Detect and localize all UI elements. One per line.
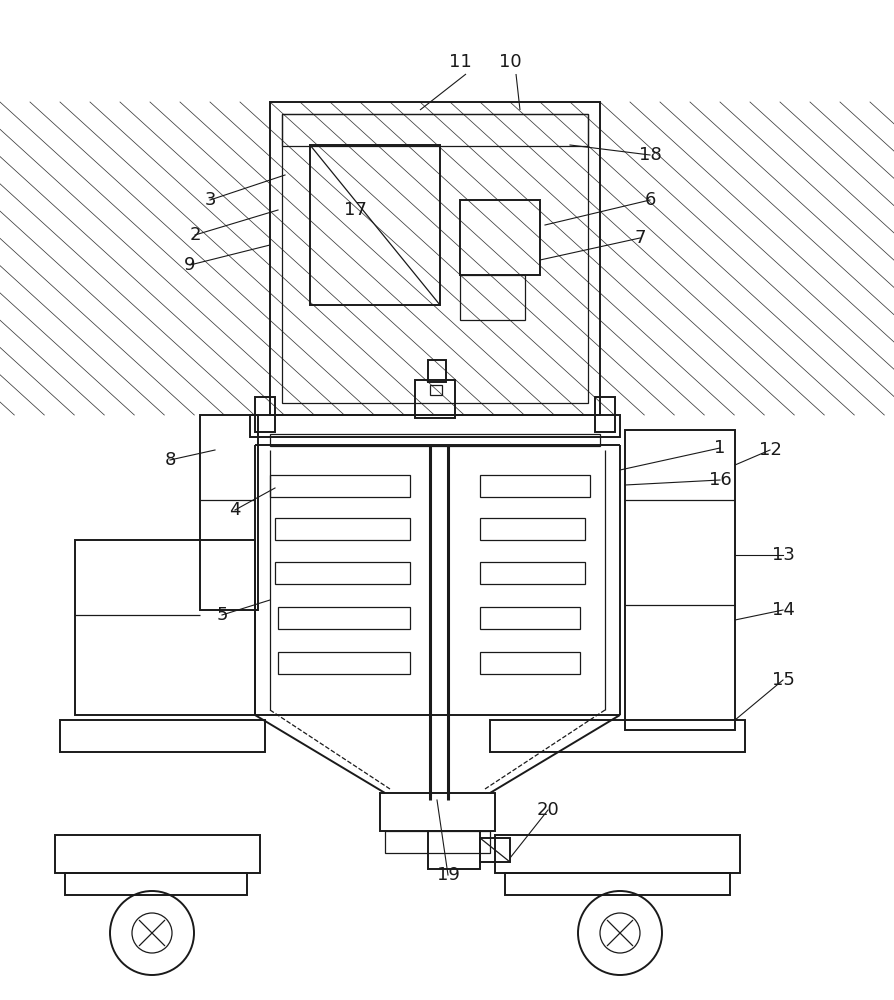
Text: 18: 18	[638, 146, 661, 164]
Text: 4: 4	[229, 501, 240, 519]
Text: 10: 10	[498, 53, 520, 71]
Text: 3: 3	[204, 191, 215, 209]
Bar	[282, 114, 587, 403]
Bar	[380, 793, 494, 831]
Bar	[479, 607, 579, 629]
Bar	[282, 114, 587, 146]
Bar	[595, 397, 614, 432]
Bar	[249, 415, 620, 437]
Bar	[479, 562, 585, 584]
Bar	[255, 397, 274, 432]
Bar	[460, 200, 539, 275]
Text: 17: 17	[343, 201, 366, 219]
Bar	[60, 720, 265, 752]
Bar	[384, 831, 489, 853]
Text: 13: 13	[771, 546, 794, 564]
Bar	[427, 831, 479, 869]
Text: 20: 20	[536, 801, 559, 819]
Bar	[278, 607, 409, 629]
Text: 15: 15	[771, 671, 794, 689]
Text: 1: 1	[713, 439, 725, 457]
Bar	[494, 835, 739, 873]
Bar	[309, 145, 440, 305]
Bar	[460, 275, 525, 320]
Bar	[427, 360, 445, 382]
Bar	[199, 415, 257, 610]
Bar	[278, 652, 409, 674]
Text: 6: 6	[644, 191, 655, 209]
Bar	[479, 838, 510, 862]
Bar	[270, 102, 599, 415]
Bar	[270, 434, 599, 446]
Bar	[274, 562, 409, 584]
Text: 2: 2	[189, 226, 200, 244]
Bar	[429, 385, 442, 395]
Bar	[75, 540, 255, 715]
Bar	[274, 518, 409, 540]
Bar	[479, 652, 579, 674]
Text: 5: 5	[216, 606, 227, 624]
Text: 12: 12	[758, 441, 780, 459]
Bar	[489, 720, 744, 752]
Text: 14: 14	[771, 601, 794, 619]
Bar	[415, 380, 454, 418]
Bar	[479, 518, 585, 540]
Text: 19: 19	[436, 866, 459, 884]
Bar	[624, 430, 734, 730]
Bar	[270, 475, 409, 497]
Text: 11: 11	[448, 53, 471, 71]
Text: 16: 16	[708, 471, 730, 489]
Text: 8: 8	[164, 451, 175, 469]
Bar	[504, 873, 730, 895]
Bar	[55, 835, 260, 873]
Text: 7: 7	[634, 229, 645, 247]
Bar	[479, 475, 589, 497]
Bar	[65, 873, 247, 895]
Text: 9: 9	[184, 256, 196, 274]
